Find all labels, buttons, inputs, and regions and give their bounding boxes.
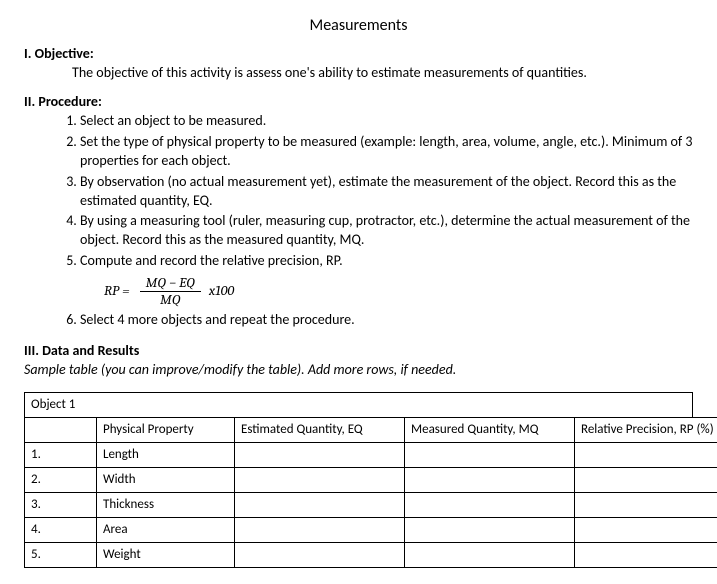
col-header: Relative Precision, RP (%) [575, 417, 717, 442]
objective-text: The objective of this activity is assess… [72, 64, 693, 81]
table-row: 5. Weight [25, 542, 717, 567]
procedure-step: Select 4 more objects and repeat the pro… [80, 311, 693, 330]
row-eq[interactable] [235, 517, 405, 542]
procedure-step: Compute and record the relative precisio… [80, 252, 693, 307]
object-label-cell: Object 1 [25, 392, 693, 417]
data-results-heading: III. Data and Results [24, 342, 693, 359]
formula-tail: x100 [209, 282, 234, 301]
row-property: Weight [97, 542, 235, 567]
objective-heading: I. Objective: [24, 45, 693, 62]
row-rp[interactable] [575, 442, 717, 467]
object-label-table: Object 1 [24, 392, 693, 418]
row-mq[interactable] [405, 492, 575, 517]
procedure-step: Set the type of physical property to be … [80, 133, 693, 171]
row-mq[interactable] [405, 467, 575, 492]
formula-denominator: MQ [154, 292, 186, 307]
col-header: Measured Quantity, MQ [405, 417, 575, 442]
procedure-step: By observation (no actual measurement ye… [80, 173, 693, 211]
row-eq[interactable] [235, 542, 405, 567]
row-number: 4. [25, 517, 97, 542]
procedure-step: Select an object to be measured. [80, 112, 693, 131]
table-row: 3. Thickness [25, 492, 717, 517]
procedure-step-text: Compute and record the relative precisio… [80, 252, 343, 269]
row-rp[interactable] [575, 492, 717, 517]
col-header: Estimated Quantity, EQ [235, 417, 405, 442]
row-eq[interactable] [235, 492, 405, 517]
row-mq[interactable] [405, 517, 575, 542]
row-mq[interactable] [405, 442, 575, 467]
procedure-step: By using a measuring tool (ruler, measur… [80, 212, 693, 250]
row-rp[interactable] [575, 542, 717, 567]
row-property: Area [97, 517, 235, 542]
table-row: 4. Area [25, 517, 717, 542]
row-mq[interactable] [405, 542, 575, 567]
table-row: 2. Width [25, 467, 717, 492]
procedure-heading: II. Procedure: [24, 93, 693, 110]
formula-numerator: MQ − EQ [140, 275, 201, 291]
table-header-row: Physical Property Estimated Quantity, EQ… [25, 417, 717, 442]
table-row: 1. Length [25, 442, 717, 467]
formula-fraction: MQ − EQ MQ [140, 275, 201, 307]
row-property: Length [97, 442, 235, 467]
row-rp[interactable] [575, 517, 717, 542]
col-header [25, 417, 97, 442]
row-rp[interactable] [575, 467, 717, 492]
page-title: Measurements [24, 16, 693, 35]
row-number: 1. [25, 442, 97, 467]
row-eq[interactable] [235, 442, 405, 467]
procedure-list: Select an object to be measured. Set the… [56, 112, 693, 330]
col-header: Physical Property [97, 417, 235, 442]
data-table: Physical Property Estimated Quantity, EQ… [24, 417, 717, 568]
row-number: 3. [25, 492, 97, 517]
row-property: Width [97, 467, 235, 492]
row-number: 2. [25, 467, 97, 492]
data-results-note: Sample table (you can improve/modify the… [24, 361, 693, 378]
row-eq[interactable] [235, 467, 405, 492]
row-number: 5. [25, 542, 97, 567]
formula-lhs: RP = [104, 282, 130, 301]
row-property: Thickness [97, 492, 235, 517]
rp-formula: RP = MQ − EQ MQ x100 [104, 275, 693, 307]
